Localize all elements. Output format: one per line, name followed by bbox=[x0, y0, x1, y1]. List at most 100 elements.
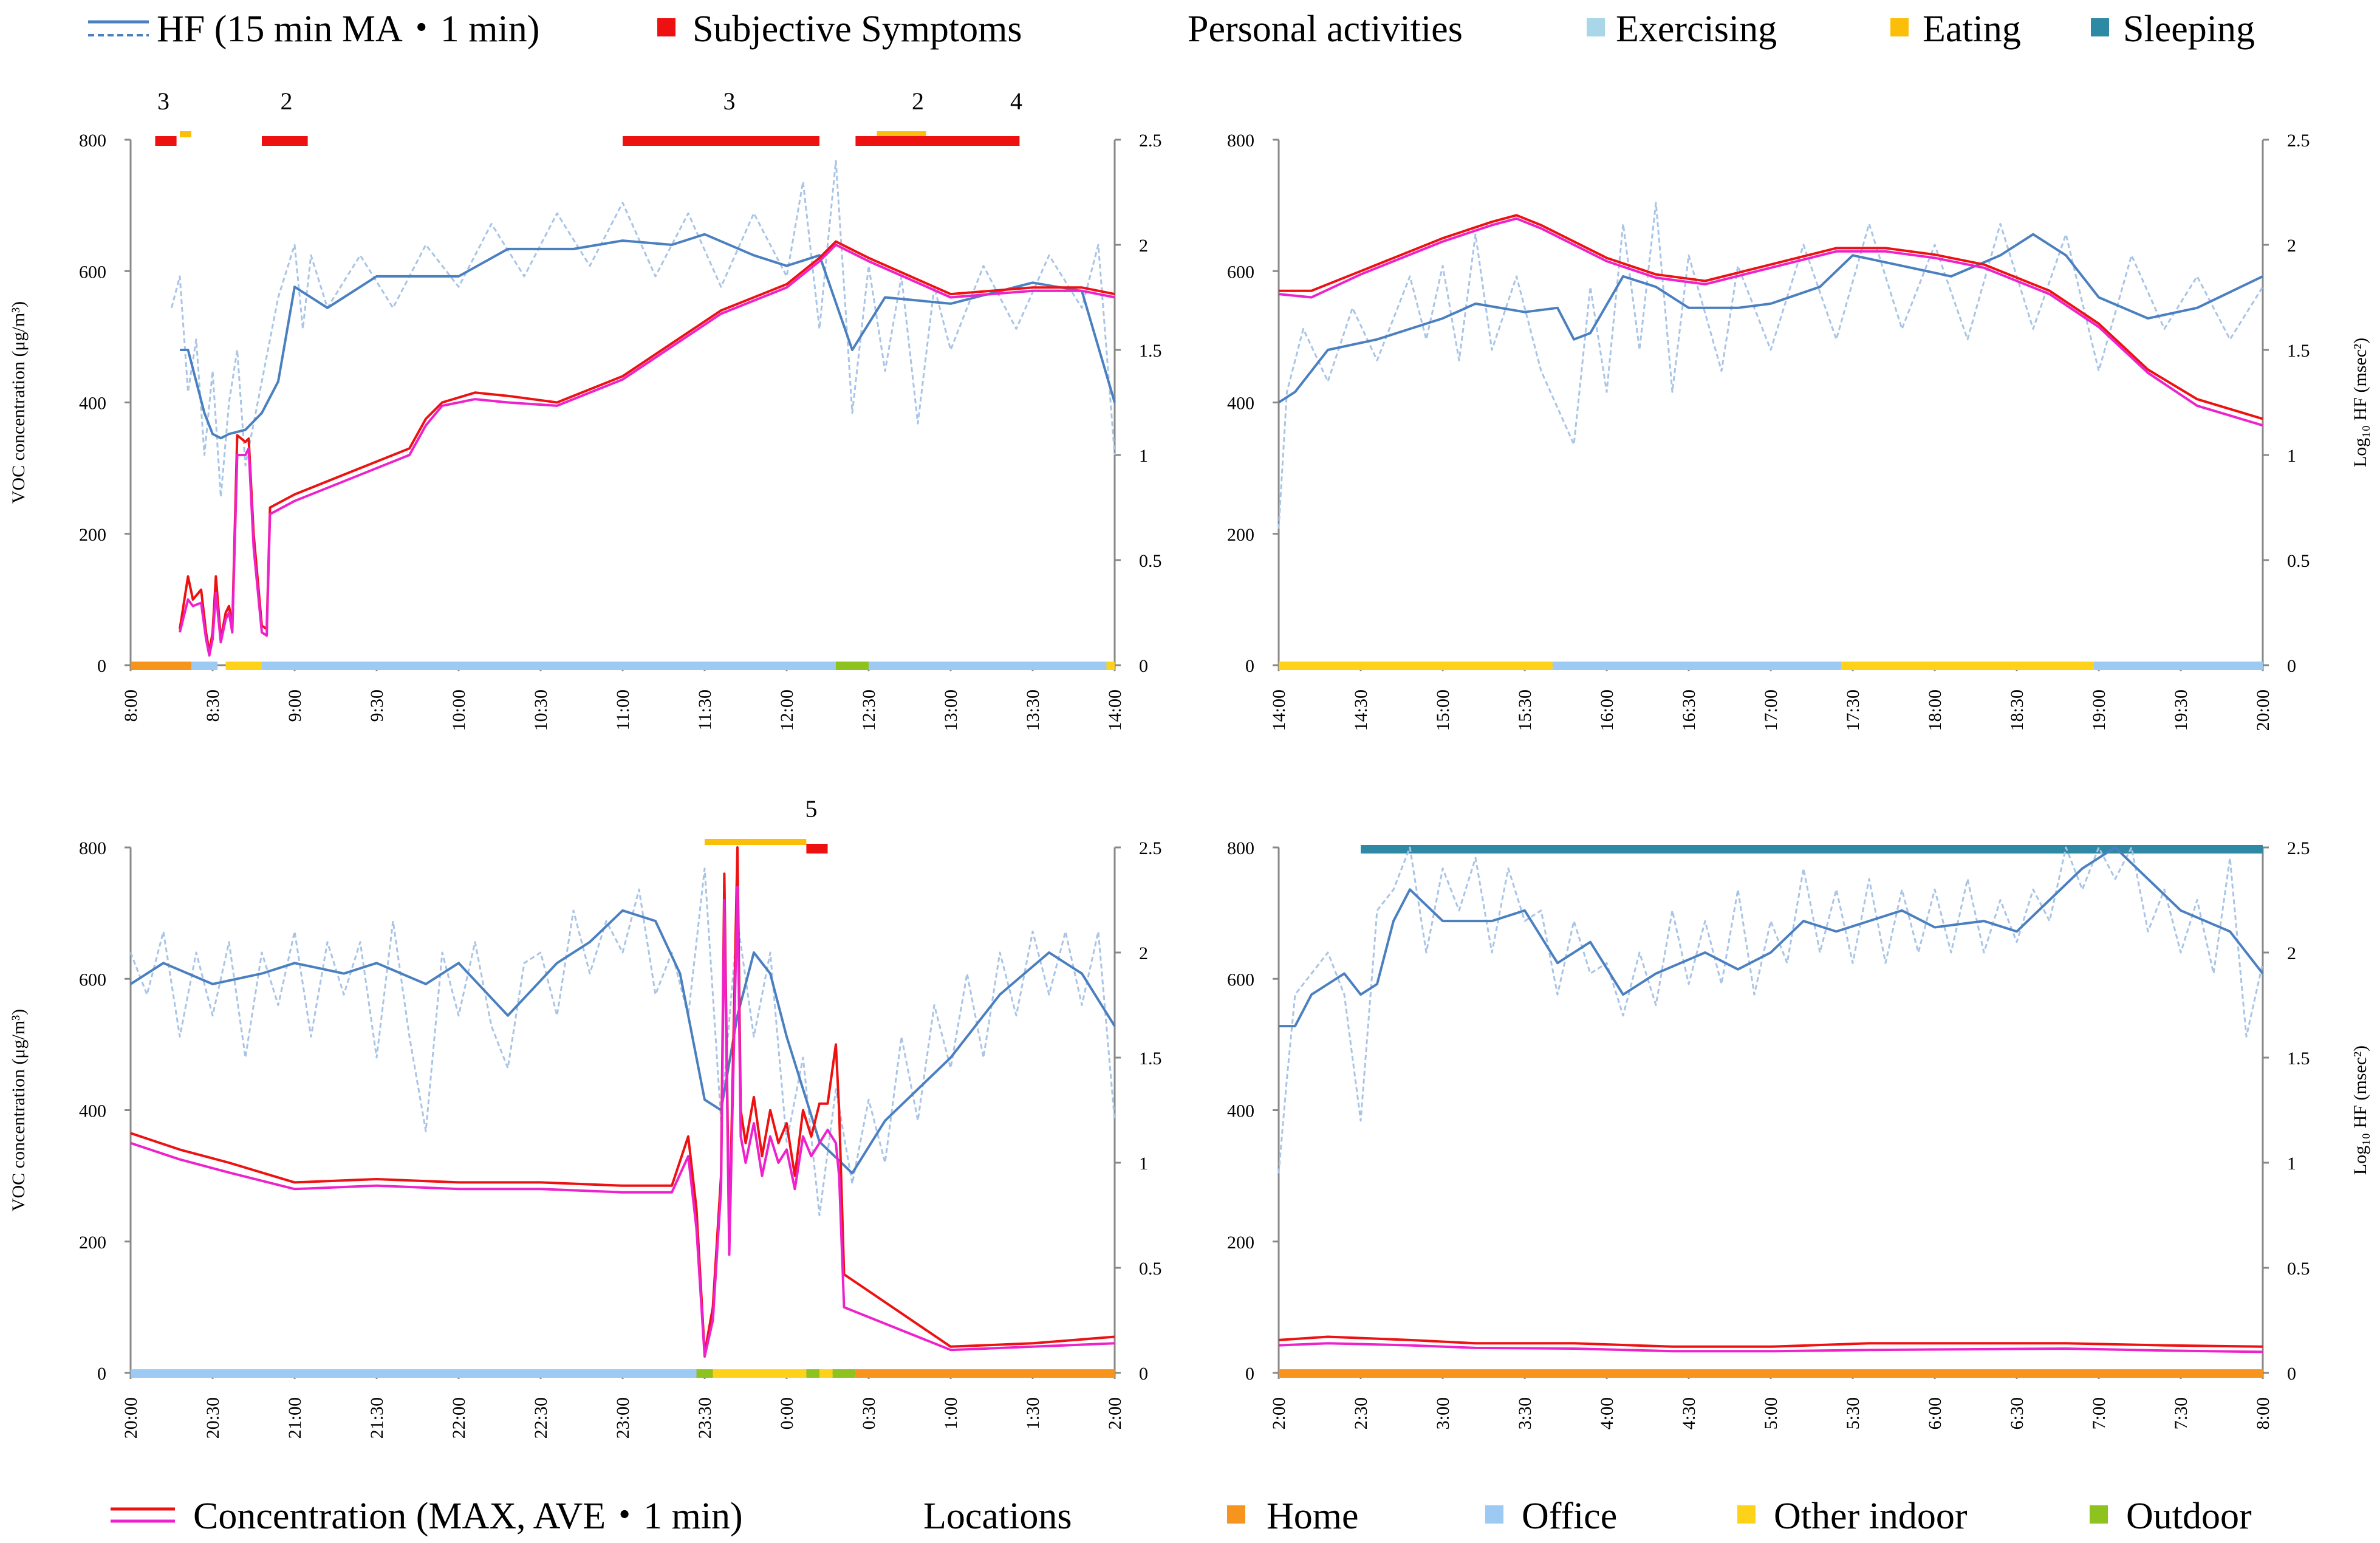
x-tick-label: 3:00 bbox=[1433, 1397, 1453, 1429]
x-tick-label: 5:00 bbox=[1761, 1397, 1781, 1429]
legend-locations-heading: Locations bbox=[923, 1496, 1072, 1537]
chart-panel-p2: 0 200 400 600 800 0 0.5 1 1.5 2 2.5 14:00 14:30 15:00… bbox=[1227, 131, 2370, 731]
y-right-tick-label: 0 bbox=[1139, 1364, 1148, 1384]
hf-ma-line bbox=[129, 909, 1116, 1175]
symptom-severity-label: 2 bbox=[281, 87, 293, 115]
y-left-axis-title: VOC concentration (μg/m³) bbox=[9, 1009, 29, 1211]
x-tick-label: 20:30 bbox=[203, 1397, 223, 1439]
x-tick-label: 11:00 bbox=[613, 689, 633, 730]
location-bar-outdoor bbox=[696, 1369, 713, 1378]
concentration-max-line bbox=[1278, 1335, 2263, 1348]
activity-bar-eating bbox=[877, 131, 926, 137]
x-tick-label: 21:00 bbox=[285, 1397, 305, 1439]
activity-bar-eating bbox=[705, 839, 807, 845]
x-tick-label: 15:00 bbox=[1433, 689, 1453, 731]
y-left-tick-label: 400 bbox=[79, 1101, 106, 1121]
y-left-tick-label: 600 bbox=[79, 262, 106, 282]
y-right-tick-label: 0.5 bbox=[2287, 1259, 2310, 1279]
x-tick-label: 21:30 bbox=[367, 1397, 387, 1439]
legend-activities-heading: Personal activities bbox=[1188, 9, 1463, 50]
legend-sleeping-swatch bbox=[2091, 18, 2109, 36]
legend-exercising-swatch bbox=[1587, 18, 1605, 36]
x-tick-label: 6:00 bbox=[1925, 1397, 1945, 1429]
location-bar-home bbox=[131, 662, 191, 670]
x-tick-label: 23:30 bbox=[695, 1397, 715, 1439]
y-left-tick-label: 800 bbox=[79, 838, 106, 858]
y-left-tick-label: 400 bbox=[79, 394, 106, 414]
x-tick-label: 17:00 bbox=[1761, 689, 1781, 731]
x-tick-label: 12:30 bbox=[859, 689, 879, 731]
y-right-tick-label: 1.5 bbox=[2287, 1049, 2310, 1069]
legend-conc-label: Concentration (MAX, AVE・1 min) bbox=[193, 1496, 743, 1537]
x-tick-label: 14:00 bbox=[1269, 689, 1289, 731]
x-tick-label: 18:30 bbox=[2007, 689, 2027, 731]
x-tick-label: 13:30 bbox=[1023, 689, 1043, 731]
y-right-tick-label: 2 bbox=[2287, 236, 2296, 256]
concentration-max-line bbox=[1279, 214, 2263, 420]
y-left-tick-label: 600 bbox=[1227, 262, 1254, 282]
hf-raw-line bbox=[1277, 846, 2264, 1174]
legend-other-swatch bbox=[1737, 1505, 1756, 1524]
location-bar-office bbox=[869, 662, 1107, 670]
legend-office-label: Office bbox=[1522, 1496, 1617, 1537]
x-tick-label: 18:00 bbox=[1925, 689, 1945, 731]
y-right-tick-label: 0.5 bbox=[2287, 551, 2310, 571]
chart-panel-p1: 0 200 400 600 800 0 0.5 1 1.5 2 2.5 8:00 8:30 9:00 9:3… bbox=[9, 87, 1162, 731]
y-right-tick-label: 2.5 bbox=[1139, 131, 1162, 151]
x-tick-label: 22:30 bbox=[531, 1397, 551, 1439]
x-tick-label: 8:30 bbox=[203, 689, 223, 722]
concentration-ave-line bbox=[1278, 1342, 2263, 1353]
hf-ma-line bbox=[1279, 846, 2264, 1028]
y-left-tick-label: 400 bbox=[1227, 394, 1254, 414]
concentration-ave-line bbox=[1278, 217, 2263, 427]
x-tick-label: 8:00 bbox=[121, 689, 141, 722]
x-tick-label: 22:00 bbox=[449, 1397, 469, 1439]
location-bar-other bbox=[225, 662, 262, 670]
location-bar-other bbox=[1106, 662, 1115, 670]
y-right-axis-title: Log₁₀ HF (msec²) bbox=[2350, 1045, 2370, 1175]
y-left-tick-label: 200 bbox=[79, 1233, 106, 1253]
x-tick-label: 16:30 bbox=[1679, 689, 1699, 731]
x-tick-label: 5:30 bbox=[1843, 1397, 1863, 1429]
x-tick-label: 23:00 bbox=[613, 1397, 633, 1439]
symptom-severity-label: 5 bbox=[805, 795, 818, 823]
legend-home-swatch bbox=[1227, 1505, 1245, 1524]
x-tick-label: 1:00 bbox=[941, 1397, 961, 1429]
x-tick-label: 1:30 bbox=[1023, 1397, 1043, 1429]
y-left-tick-label: 200 bbox=[1227, 1233, 1254, 1253]
x-tick-label: 0:30 bbox=[859, 1397, 879, 1429]
location-bar-home bbox=[855, 1369, 1115, 1378]
location-bar-other bbox=[819, 1369, 833, 1378]
legend-eating-swatch bbox=[1890, 18, 1909, 36]
x-tick-label: 0:00 bbox=[777, 1397, 797, 1429]
y-left-tick-label: 800 bbox=[1227, 838, 1254, 858]
legend-symptoms-swatch bbox=[657, 18, 675, 36]
activity-bar-sleeping bbox=[1361, 845, 2263, 854]
location-bar-other bbox=[713, 1369, 807, 1378]
y-right-tick-label: 1 bbox=[1139, 1154, 1148, 1174]
y-left-tick-label: 600 bbox=[79, 970, 106, 990]
y-right-tick-label: 2 bbox=[1139, 236, 1148, 256]
symptom-severity-label: 4 bbox=[1010, 87, 1022, 115]
y-left-axis-title: VOC concentration (μg/m³) bbox=[9, 301, 29, 504]
y-left-tick-label: 800 bbox=[79, 131, 106, 151]
y-left-tick-label: 800 bbox=[1227, 131, 1254, 151]
legend-exercising-label: Exercising bbox=[1616, 9, 1777, 50]
symptom-severity-label: 2 bbox=[912, 87, 924, 115]
y-right-tick-label: 0 bbox=[2287, 1364, 2296, 1384]
legend-outdoor-swatch bbox=[2090, 1505, 2108, 1524]
y-left-tick-label: 0 bbox=[1245, 1364, 1254, 1384]
symptom-bar bbox=[262, 136, 308, 146]
y-right-tick-label: 1.5 bbox=[1139, 341, 1162, 361]
location-bar-office bbox=[2093, 662, 2263, 670]
x-tick-label: 12:00 bbox=[777, 689, 797, 731]
x-tick-label: 9:00 bbox=[285, 689, 305, 722]
legend-top: HF (15 min MA・1 min) Subjective Symptoms… bbox=[88, 9, 2255, 50]
y-left-tick-label: 200 bbox=[79, 525, 106, 545]
legend-hf-label: HF (15 min MA・1 min) bbox=[157, 9, 539, 50]
x-tick-label: 17:30 bbox=[1843, 689, 1863, 731]
x-tick-label: 19:30 bbox=[2171, 689, 2191, 731]
symptom-severity-label: 3 bbox=[157, 87, 169, 115]
y-right-tick-label: 0.5 bbox=[1139, 1259, 1162, 1279]
